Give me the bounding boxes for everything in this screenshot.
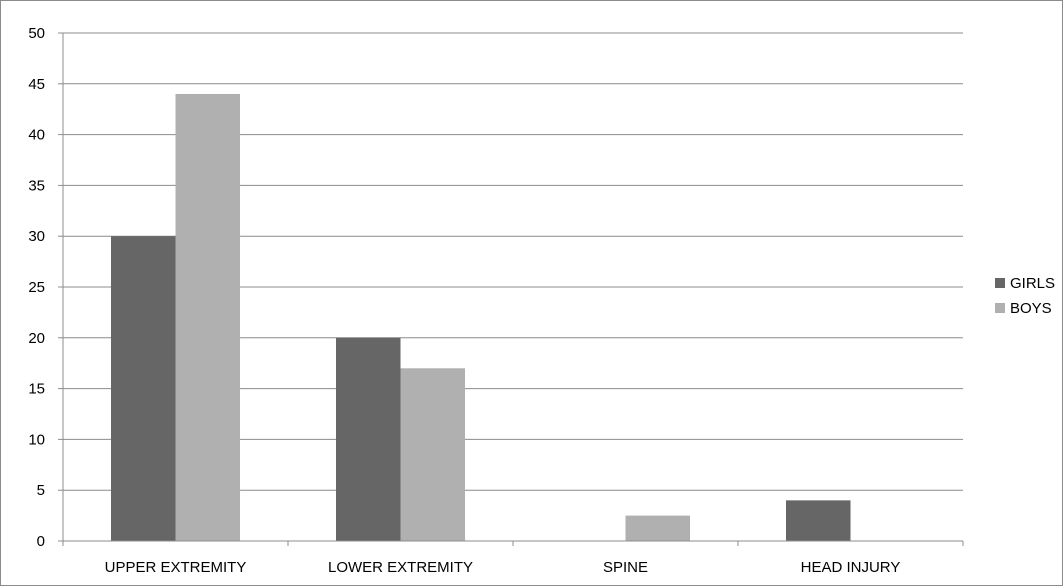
bar-girls-lower-extremity	[335, 337, 401, 541]
y-tick-label: 25	[28, 279, 45, 296]
bar-boys-lower-extremity	[400, 368, 466, 541]
y-tick-label: 20	[28, 330, 45, 347]
legend-swatch-girls	[995, 278, 1005, 288]
x-category-label: UPPER EXTREMITY	[105, 559, 247, 576]
x-category-label: SPINE	[603, 559, 648, 576]
bar-boys-upper-extremity	[175, 93, 241, 542]
x-category-labels: UPPER EXTREMITY LOWER EXTREMITY SPINE HEAD …	[105, 559, 901, 576]
y-tick-label: 30	[28, 228, 45, 245]
x-category-label: HEAD INJURY	[801, 559, 901, 576]
y-tick-label: 10	[28, 431, 45, 448]
y-tick-label: 15	[28, 381, 45, 398]
bar-girls-upper-extremity	[110, 236, 176, 541]
bar-girls-head-injury	[785, 500, 851, 541]
y-tick-label: 45	[28, 76, 45, 93]
legend: GIRLS BOYS	[995, 275, 1055, 317]
y-tick-labels: 0 5 10 15 20 25 30 35 40 45 50	[28, 25, 45, 550]
axes	[58, 32, 964, 546]
x-category-label: LOWER EXTREMITY	[328, 559, 473, 576]
y-tick-label: 40	[28, 127, 45, 144]
legend-label-boys: BOYS	[1010, 300, 1052, 317]
y-tick-label: 35	[28, 177, 45, 194]
legend-label-girls: GIRLS	[1010, 275, 1055, 292]
y-tick-label: 5	[37, 482, 45, 499]
y-tick-label: 0	[37, 533, 45, 550]
bar-boys-spine	[625, 515, 691, 541]
y-tick-label: 50	[28, 25, 45, 42]
bars	[110, 93, 851, 542]
legend-swatch-boys	[995, 303, 1005, 313]
